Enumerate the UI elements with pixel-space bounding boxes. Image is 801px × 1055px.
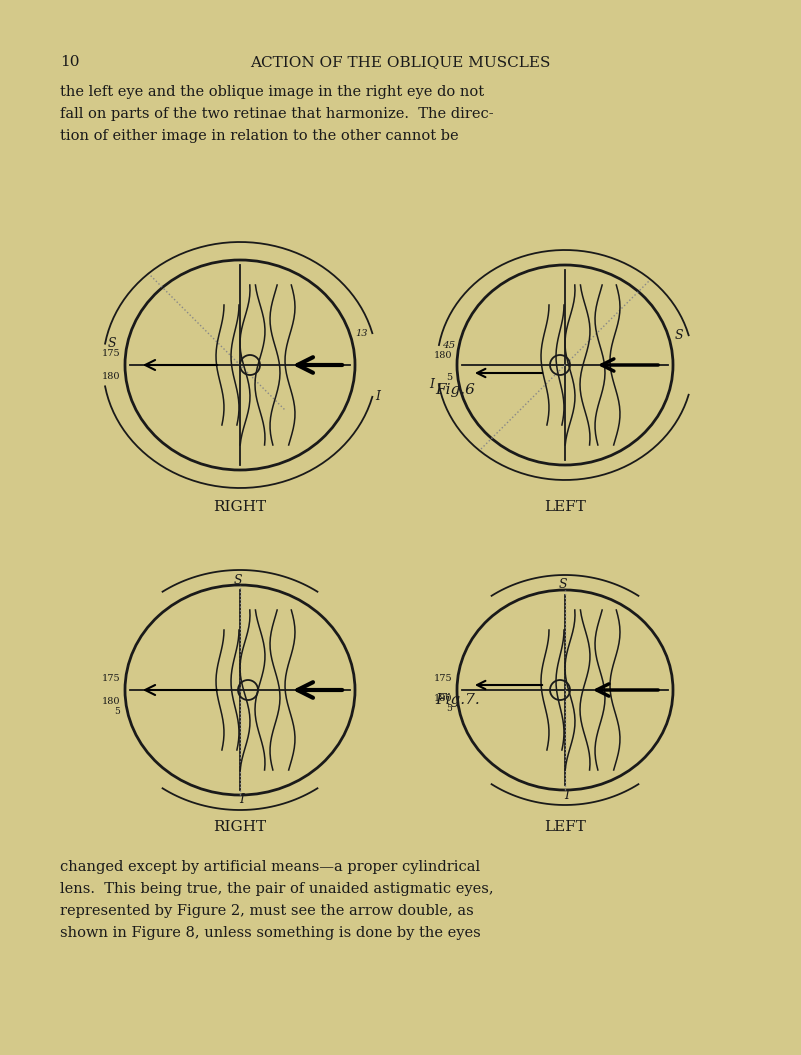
Text: fall on parts of the two retinae that harmonize.  The direc-: fall on parts of the two retinae that ha… — [60, 107, 493, 121]
Text: ACTION OF THE OBLIQUE MUSCLES: ACTION OF THE OBLIQUE MUSCLES — [250, 55, 550, 69]
Text: 10: 10 — [60, 55, 79, 69]
Text: 175: 175 — [102, 674, 120, 683]
Text: 180: 180 — [102, 372, 120, 381]
Text: 13: 13 — [355, 329, 368, 338]
Text: lens.  This being true, the pair of unaided astigmatic eyes,: lens. This being true, the pair of unaid… — [60, 882, 493, 896]
Text: 5: 5 — [114, 707, 120, 716]
Text: 175: 175 — [433, 674, 452, 683]
Text: S: S — [234, 574, 242, 587]
Text: 5: 5 — [446, 704, 452, 713]
Text: 175: 175 — [102, 349, 120, 358]
Text: 180: 180 — [433, 351, 452, 360]
Text: I: I — [429, 379, 434, 391]
Text: 5: 5 — [446, 373, 452, 382]
Text: 180: 180 — [102, 697, 120, 706]
Text: I: I — [239, 793, 244, 806]
Text: I: I — [376, 390, 380, 403]
Text: RIGHT: RIGHT — [213, 820, 267, 835]
Text: S: S — [558, 578, 567, 591]
Text: represented by Figure 2, must see the arrow double, as: represented by Figure 2, must see the ar… — [60, 904, 473, 918]
Text: S: S — [675, 329, 683, 342]
Text: LEFT: LEFT — [544, 820, 586, 835]
Text: Fig.7.: Fig.7. — [435, 693, 480, 707]
Text: LEFT: LEFT — [544, 500, 586, 514]
Text: shown in Figure 8, unless something is done by the eyes: shown in Figure 8, unless something is d… — [60, 926, 481, 940]
Text: I: I — [565, 789, 570, 802]
Text: 180: 180 — [433, 694, 452, 703]
Text: tion of either image in relation to the other cannot be: tion of either image in relation to the … — [60, 129, 459, 143]
Text: RIGHT: RIGHT — [213, 500, 267, 514]
Text: Fig.6: Fig.6 — [435, 383, 475, 397]
Text: changed except by artificial means—a proper cylindrical: changed except by artificial means—a pro… — [60, 860, 480, 874]
Text: 45: 45 — [442, 341, 455, 349]
Text: S: S — [108, 338, 117, 350]
Text: the left eye and the oblique image in the right eye do not: the left eye and the oblique image in th… — [60, 85, 484, 99]
